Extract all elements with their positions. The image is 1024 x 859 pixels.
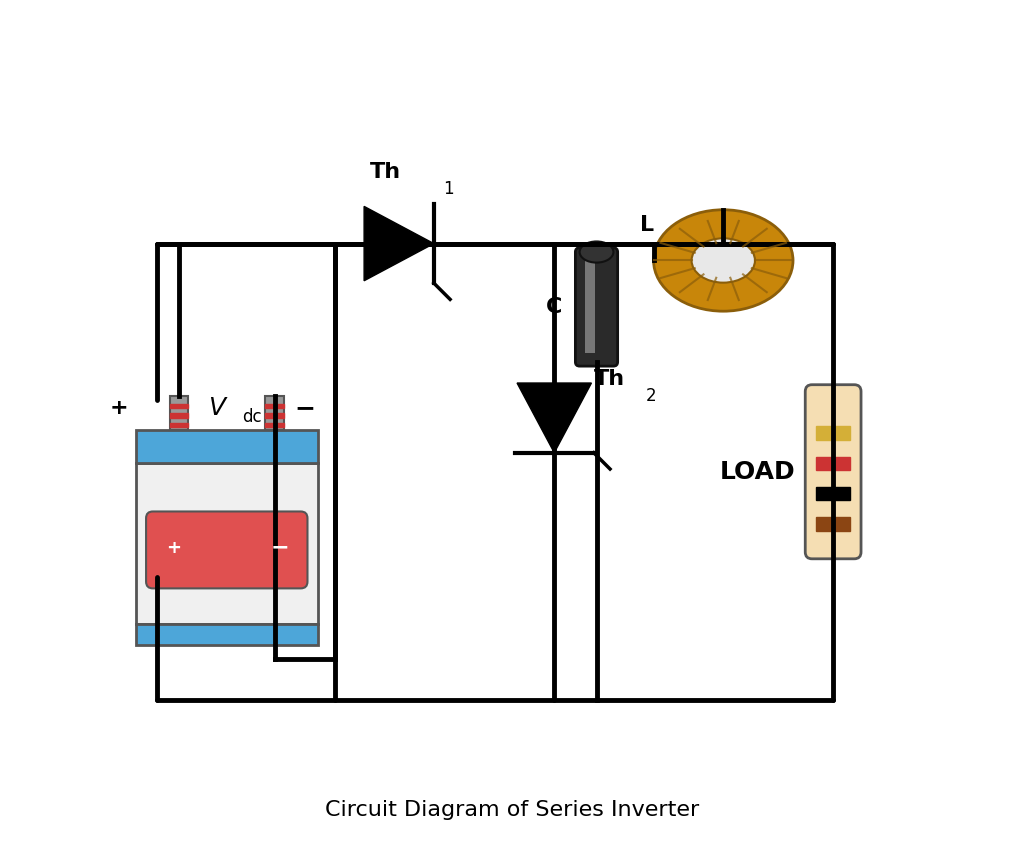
Text: +: + <box>110 399 128 418</box>
FancyBboxPatch shape <box>585 260 595 353</box>
Bar <box>170 413 188 417</box>
FancyBboxPatch shape <box>575 247 617 366</box>
Bar <box>170 404 188 408</box>
Bar <box>265 423 284 427</box>
Text: 2: 2 <box>646 387 656 405</box>
Bar <box>170 423 188 427</box>
Bar <box>265 413 284 417</box>
Ellipse shape <box>580 241 613 263</box>
Ellipse shape <box>691 238 755 283</box>
Bar <box>816 517 850 531</box>
Bar <box>816 487 850 501</box>
Text: dc: dc <box>243 408 262 426</box>
Text: L: L <box>640 215 654 235</box>
Polygon shape <box>365 206 434 281</box>
FancyBboxPatch shape <box>136 463 317 624</box>
FancyBboxPatch shape <box>136 624 317 645</box>
Bar <box>816 426 850 440</box>
Bar <box>265 404 284 408</box>
Text: 1: 1 <box>443 180 454 198</box>
Ellipse shape <box>653 210 793 311</box>
FancyBboxPatch shape <box>170 396 188 430</box>
Text: Th: Th <box>370 161 400 182</box>
Text: C: C <box>547 297 563 317</box>
FancyBboxPatch shape <box>805 385 861 559</box>
Text: −: − <box>270 538 289 557</box>
Polygon shape <box>517 383 592 453</box>
Text: Circuit Diagram of Series Inverter: Circuit Diagram of Series Inverter <box>325 800 699 819</box>
Text: +: + <box>167 539 181 557</box>
FancyBboxPatch shape <box>136 430 317 463</box>
FancyBboxPatch shape <box>146 511 307 588</box>
Bar <box>816 456 850 470</box>
Text: Th: Th <box>594 369 625 389</box>
FancyBboxPatch shape <box>265 396 284 430</box>
Text: −: − <box>295 396 315 420</box>
Text: $V$: $V$ <box>208 396 228 420</box>
Text: LOAD: LOAD <box>719 460 795 484</box>
